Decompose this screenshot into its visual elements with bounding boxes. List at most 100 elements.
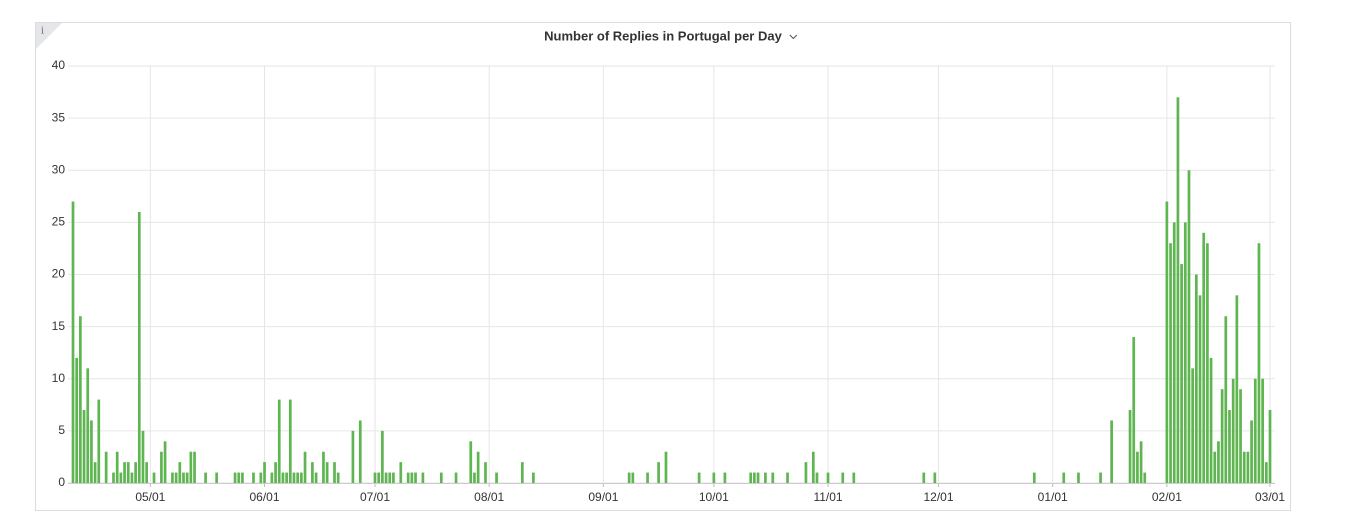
bar <box>410 472 414 483</box>
bar <box>1187 170 1191 483</box>
bar <box>288 399 292 483</box>
bar <box>786 472 789 483</box>
bar <box>182 472 185 483</box>
bar <box>82 410 86 483</box>
bar <box>193 451 196 483</box>
bar <box>1264 462 1268 483</box>
bar <box>454 472 458 483</box>
x-tick-label: 10/01 <box>699 490 729 504</box>
chart-title[interactable]: Number of Replies in Portugal per Day <box>544 28 782 43</box>
bar <box>285 472 288 483</box>
bar <box>152 472 156 483</box>
x-tick-label: 07/01 <box>360 490 390 504</box>
bar <box>657 462 660 483</box>
bar <box>322 451 325 483</box>
bar <box>1231 378 1235 483</box>
bar <box>90 420 93 483</box>
bar <box>277 399 281 483</box>
bar <box>97 399 101 483</box>
bar <box>476 451 480 483</box>
bar <box>377 472 381 483</box>
bar <box>473 472 476 483</box>
bar <box>1235 295 1239 483</box>
bar <box>399 462 403 483</box>
bar <box>145 462 149 483</box>
bar <box>137 211 141 483</box>
y-tick-label: 40 <box>52 58 66 72</box>
bar <box>204 472 207 483</box>
bar <box>1220 389 1224 483</box>
x-tick-label: 09/01 <box>588 490 618 504</box>
bar <box>852 472 856 483</box>
info-corner <box>36 23 62 49</box>
bar <box>646 472 649 483</box>
info-icon[interactable]: i <box>41 27 44 37</box>
bar <box>1077 472 1080 483</box>
bar <box>1239 389 1242 483</box>
bar <box>756 472 760 483</box>
bar <box>358 420 362 483</box>
bar <box>1253 378 1257 483</box>
bar <box>1176 97 1180 484</box>
bar <box>384 472 388 483</box>
y-tick-label: 25 <box>52 215 66 229</box>
bar <box>292 472 296 483</box>
bar <box>163 441 167 483</box>
bar <box>392 472 395 483</box>
bar <box>93 462 97 483</box>
bar <box>71 201 75 483</box>
bar <box>1224 316 1228 483</box>
bar <box>126 462 130 483</box>
bar <box>1206 243 1209 483</box>
bar <box>263 462 266 483</box>
x-tick-label: 06/01 <box>250 490 280 504</box>
bar <box>381 430 384 483</box>
bar <box>274 462 277 483</box>
bar <box>1257 243 1261 483</box>
bar <box>1213 451 1217 483</box>
bar <box>439 472 443 483</box>
bar <box>627 472 631 483</box>
bar <box>841 472 845 483</box>
bar <box>86 368 90 483</box>
bar <box>1032 472 1036 483</box>
bar <box>189 451 193 483</box>
bar <box>325 462 329 483</box>
bar <box>1228 410 1231 483</box>
bar <box>115 451 119 483</box>
bar <box>1194 274 1198 483</box>
bar <box>311 462 314 483</box>
bar <box>333 462 336 483</box>
bar <box>1198 295 1202 483</box>
bar <box>1143 472 1147 483</box>
y-tick-label: 15 <box>52 319 66 333</box>
x-tick-label: 11/01 <box>813 490 842 504</box>
bar <box>712 472 716 483</box>
bar <box>300 472 303 483</box>
bar <box>237 472 241 483</box>
bar <box>697 472 701 483</box>
bar <box>174 472 178 483</box>
x-tick-label: 02/01 <box>1152 490 1182 504</box>
bar <box>1191 368 1195 483</box>
bar <box>1242 451 1246 483</box>
bar <box>1261 378 1264 483</box>
bar <box>134 462 137 483</box>
bar <box>764 472 767 483</box>
bar <box>281 472 285 483</box>
bar <box>178 462 182 483</box>
bar <box>753 472 756 483</box>
bar <box>749 472 753 483</box>
x-tick-label: 03/01 <box>1255 490 1285 504</box>
title-menu-icon[interactable] <box>789 34 798 40</box>
x-tick-label: 08/01 <box>474 490 504 504</box>
bar <box>520 462 524 483</box>
bar <box>664 451 668 483</box>
bar <box>79 316 82 483</box>
bar <box>723 472 727 483</box>
y-tick-label: 30 <box>52 162 66 176</box>
bar <box>233 472 237 483</box>
bar <box>826 472 830 483</box>
